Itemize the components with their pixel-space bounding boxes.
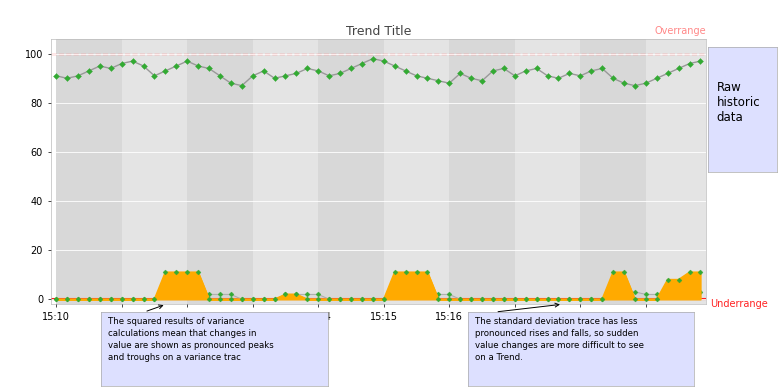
Bar [318,39,384,304]
Bar [515,39,580,304]
Bar [56,39,122,304]
Title: Trend Title: Trend Title [346,25,411,38]
Bar [187,39,253,304]
Text: Raw
historic
data: Raw historic data [717,82,760,124]
Bar [253,39,318,304]
Bar [449,39,515,304]
Text: Underrange: Underrange [710,299,768,309]
Bar [580,39,646,304]
Text: The squared results of variance
calculations mean that changes in
value are show: The squared results of variance calculat… [108,317,274,362]
Text: The standard deviation trace has less
pronounced rises and falls, so sudden
valu: The standard deviation trace has less pr… [475,317,644,362]
Bar [384,39,449,304]
Text: Overrange: Overrange [654,27,706,36]
Bar [646,39,711,304]
Bar [122,39,187,304]
